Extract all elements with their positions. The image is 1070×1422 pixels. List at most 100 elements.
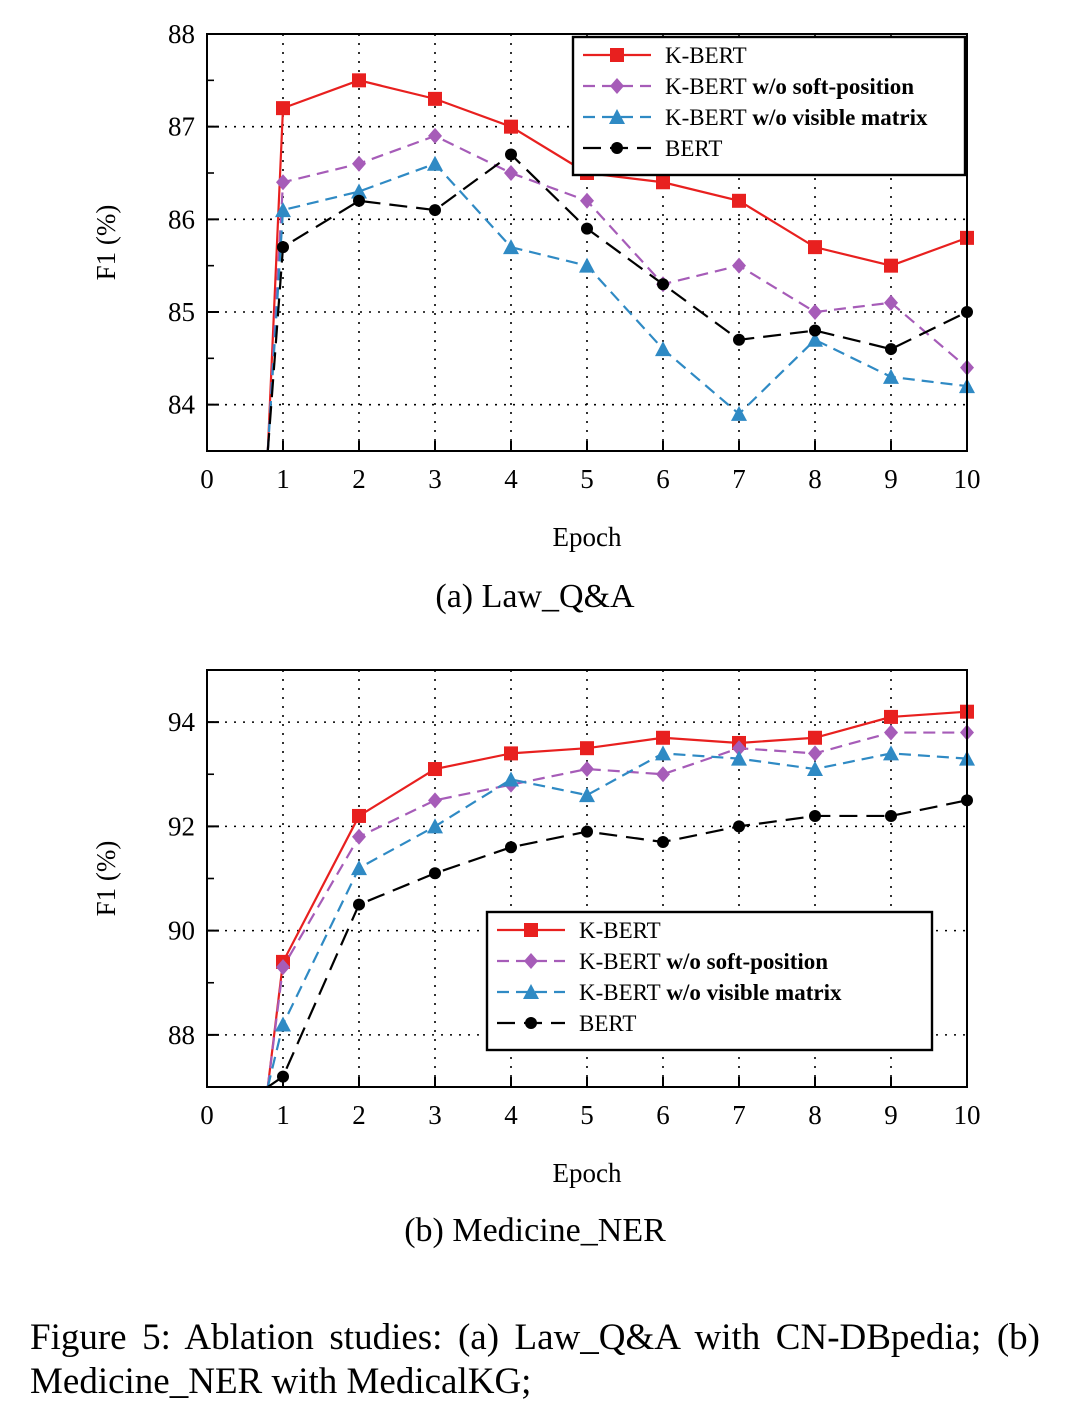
data-point — [733, 820, 745, 833]
series-line-1 — [266, 731, 967, 1087]
data-point — [428, 127, 442, 144]
data-point — [505, 841, 517, 854]
x-tick-label: 6 — [656, 1100, 670, 1130]
data-point — [503, 771, 519, 787]
data-point — [884, 709, 898, 724]
y-tick-label: 88 — [168, 1020, 195, 1050]
x-tick-label: 3 — [428, 1100, 442, 1130]
x-tick-label: 1 — [276, 464, 290, 494]
data-point — [884, 258, 898, 273]
legend-label-base: K-BERT — [579, 949, 661, 974]
data-point — [353, 194, 365, 207]
data-point — [351, 860, 367, 876]
legend-label-2: K-BERT w/o visible matrix — [665, 105, 928, 130]
data-point — [656, 175, 670, 190]
data-point — [275, 1016, 291, 1032]
data-point — [580, 192, 594, 209]
data-point — [885, 809, 897, 822]
x-tick-label: 0 — [200, 464, 214, 494]
legend-swatch-marker — [611, 142, 623, 154]
legend-swatch-marker — [524, 923, 538, 937]
series-line-3 — [266, 153, 968, 451]
x-axis-label: Epoch — [553, 522, 622, 552]
series-2 — [266, 745, 975, 1087]
data-point — [656, 730, 670, 745]
data-point — [277, 241, 289, 254]
x-tick-label: 9 — [884, 464, 898, 494]
series-line-1 — [266, 134, 968, 451]
data-point — [504, 746, 518, 761]
x-tick-label: 10 — [954, 1100, 981, 1130]
data-point — [808, 240, 822, 255]
y-tick-label: 84 — [168, 390, 196, 420]
legend-label-base: K-BERT — [665, 74, 747, 99]
legend-swatch-marker — [609, 109, 625, 124]
y-tick-label: 86 — [168, 204, 195, 234]
data-point — [429, 867, 441, 880]
x-tick-label: 3 — [428, 464, 442, 494]
legend-label-1: K-BERT w/o soft-position — [665, 74, 914, 99]
data-point — [352, 155, 366, 172]
data-point — [428, 91, 442, 106]
x-tick-label: 0 — [200, 1100, 214, 1130]
series-line-2 — [266, 752, 968, 1087]
legend-label-base: K-BERT — [665, 43, 747, 68]
data-point — [352, 808, 366, 823]
data-point — [732, 257, 746, 274]
data-point — [351, 183, 367, 199]
data-point — [579, 257, 595, 273]
data-point — [427, 818, 443, 834]
data-point — [731, 405, 747, 421]
series-1 — [266, 724, 974, 1087]
x-tick-label: 5 — [580, 464, 594, 494]
data-point — [276, 101, 290, 116]
legend-label-1: K-BERT w/o soft-position — [579, 949, 828, 974]
legend-label-base: K-BERT — [579, 918, 661, 943]
x-tick-label: 9 — [884, 1100, 898, 1130]
data-point — [580, 761, 594, 778]
data-point — [808, 745, 822, 762]
legend-frame — [571, 35, 967, 177]
x-tick-label: 7 — [732, 464, 746, 494]
data-point — [505, 148, 517, 161]
data-point — [731, 750, 747, 766]
legend-label-base: K-BERT — [579, 980, 661, 1005]
data-point — [581, 825, 593, 838]
data-point — [275, 202, 291, 218]
subcaption-law-qa: (a) Law_Q&A — [435, 578, 635, 615]
data-point — [277, 1070, 289, 1083]
data-point — [504, 119, 518, 134]
legend-label-0: K-BERT — [579, 918, 661, 943]
data-point — [655, 745, 671, 761]
data-point — [352, 73, 366, 88]
x-tick-label: 10 — [954, 464, 981, 494]
legend-label-3: BERT — [579, 1011, 636, 1036]
y-axis-label: F1 (%) — [91, 205, 121, 281]
data-point — [809, 324, 821, 337]
legend-frame — [485, 910, 934, 1052]
x-axis-label: Epoch — [553, 1158, 622, 1188]
data-point — [656, 766, 670, 783]
data-point — [883, 368, 899, 384]
legend-label-2: K-BERT w/o visible matrix — [579, 980, 842, 1005]
legend-swatch-marker — [525, 1017, 537, 1029]
data-point — [732, 740, 746, 757]
data-point — [353, 898, 365, 911]
data-point — [579, 787, 595, 803]
data-point — [733, 333, 745, 346]
y-tick-label: 85 — [168, 297, 195, 327]
x-tick-label: 1 — [276, 1100, 290, 1130]
data-point — [808, 730, 822, 745]
series-3 — [266, 148, 973, 451]
data-point — [504, 165, 518, 181]
series-2 — [266, 155, 975, 451]
x-tick-label: 7 — [732, 1100, 746, 1130]
x-tick-label: 8 — [808, 1100, 822, 1130]
data-point — [657, 836, 669, 849]
data-point — [884, 294, 898, 311]
y-tick-label: 94 — [168, 707, 196, 737]
subcaption-medicine-ner: (b) Medicine_NER — [404, 1212, 666, 1249]
data-point — [276, 959, 290, 976]
